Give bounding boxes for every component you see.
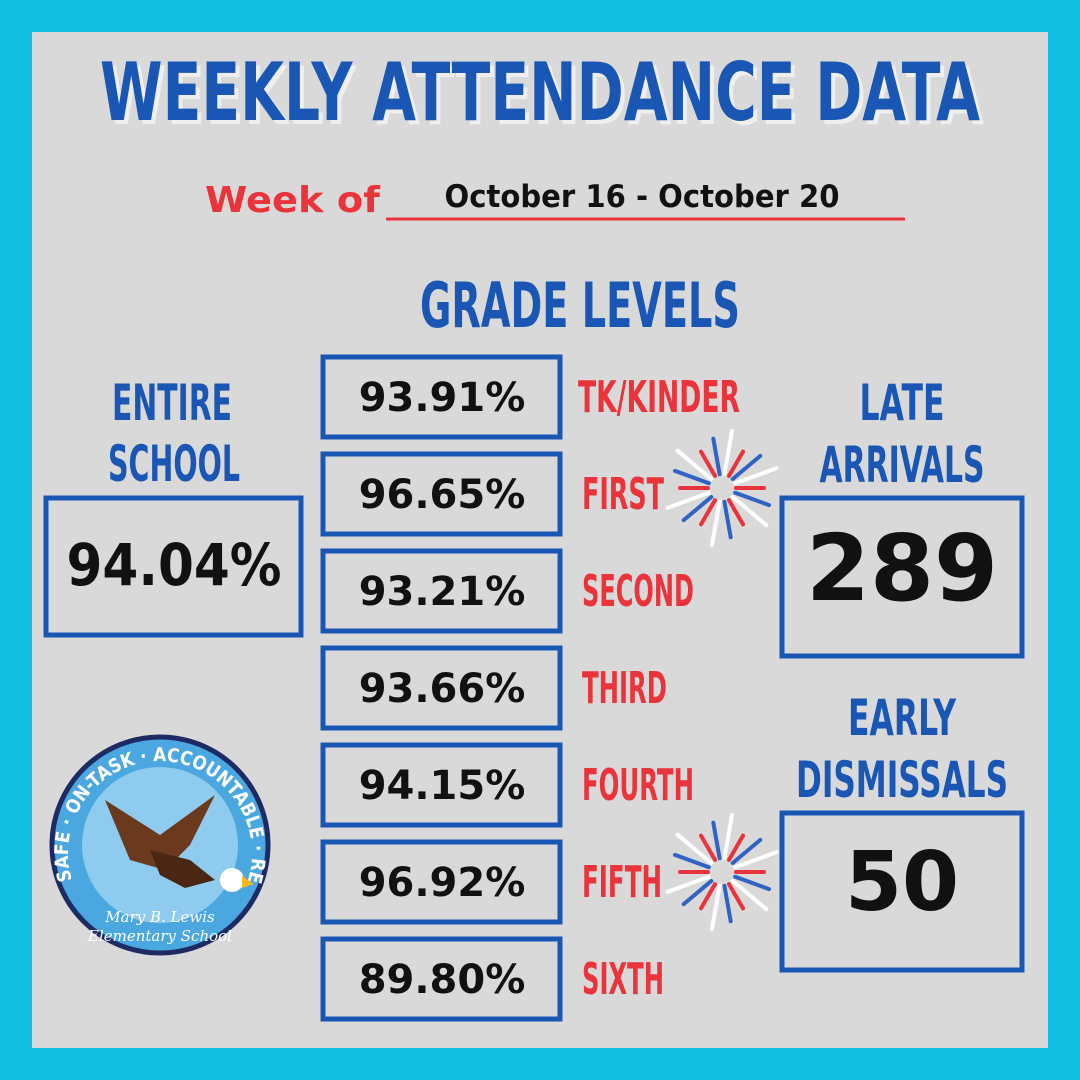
firework-ray bbox=[673, 852, 711, 870]
late-heading: LATE bbox=[860, 374, 945, 432]
grade-box bbox=[320, 548, 563, 634]
firework-ray bbox=[730, 453, 763, 482]
grade-name: TK/KINDER bbox=[578, 372, 740, 423]
early-value: 50 bbox=[845, 835, 959, 930]
firework-ray bbox=[675, 448, 714, 482]
firework-ray bbox=[722, 499, 733, 540]
firework-ray bbox=[709, 499, 722, 548]
firework-ray bbox=[699, 833, 717, 862]
firework-ray bbox=[727, 882, 745, 911]
title: WEEKLY ATTENDANCE DATA bbox=[100, 46, 980, 139]
grade-value: 93.21% bbox=[359, 569, 526, 615]
grade-name: SIXTH bbox=[582, 954, 664, 1005]
entire-box bbox=[43, 495, 304, 638]
logo-school: Elementary School bbox=[87, 927, 232, 945]
early-box bbox=[779, 810, 1025, 973]
firework-ray bbox=[681, 494, 714, 523]
firework-ray bbox=[727, 449, 745, 478]
firework-ray bbox=[733, 466, 779, 486]
grade-value: 93.91% bbox=[359, 375, 526, 421]
week-label: Week of bbox=[205, 180, 380, 221]
firework-ray bbox=[733, 850, 779, 870]
early-heading: DISMISSALS bbox=[796, 751, 1008, 809]
grade-name: THIRD bbox=[582, 663, 667, 714]
grade-box bbox=[320, 645, 563, 731]
firework-ray bbox=[730, 494, 769, 528]
grade-box bbox=[320, 354, 563, 440]
firework-ray bbox=[722, 812, 735, 861]
fireworks bbox=[665, 428, 779, 932]
firework-ray bbox=[730, 878, 769, 912]
title-shadow: WEEKLY ATTENDANCE DATA bbox=[104, 50, 984, 143]
entire-heading: SCHOOL bbox=[108, 435, 240, 493]
entire-value: 94.04% bbox=[67, 531, 282, 599]
grade-value: 89.80% bbox=[359, 957, 526, 1003]
firework-ray bbox=[699, 449, 717, 478]
grade-name: FIRST bbox=[582, 469, 664, 520]
grade-value: 96.65% bbox=[359, 472, 526, 518]
late-box bbox=[779, 495, 1025, 659]
grade-name: FIFTH bbox=[582, 857, 662, 908]
firework-ray bbox=[711, 436, 722, 477]
grade-box bbox=[320, 451, 563, 537]
eagle-head bbox=[220, 868, 244, 892]
firework-ray bbox=[699, 498, 717, 527]
late-value: 289 bbox=[806, 515, 998, 622]
grade-box bbox=[320, 742, 563, 828]
firework-ray bbox=[665, 490, 711, 510]
early-heading: EARLY bbox=[848, 689, 956, 747]
firework-ray bbox=[722, 883, 733, 924]
week: October 16 - October 20 bbox=[445, 179, 840, 215]
firework-ray bbox=[709, 883, 722, 932]
grade-value: 96.92% bbox=[359, 860, 526, 906]
eagle-beak bbox=[242, 876, 254, 888]
firework-ray bbox=[673, 468, 711, 486]
eagle-wings bbox=[105, 795, 215, 870]
firework-ray bbox=[733, 490, 771, 508]
firework-ray bbox=[727, 833, 745, 862]
eagle-body bbox=[150, 850, 215, 888]
firework-ray bbox=[665, 874, 711, 894]
grade-box bbox=[320, 936, 563, 1022]
grade-name: FOURTH bbox=[582, 760, 694, 811]
logo-name: Mary B. Lewis bbox=[104, 908, 215, 926]
grade-box bbox=[320, 839, 563, 925]
firework-ray bbox=[681, 878, 714, 907]
firework-ray bbox=[675, 832, 714, 866]
late-heading: ARRIVALS bbox=[820, 436, 985, 494]
firework-ray bbox=[733, 874, 771, 892]
firework-ray bbox=[727, 498, 745, 527]
grade-value: 94.15% bbox=[359, 763, 526, 809]
firework-ray bbox=[730, 837, 763, 866]
grade-name: SECOND bbox=[582, 566, 694, 617]
entire-heading: ENTIRE bbox=[112, 374, 232, 432]
firework-ray bbox=[699, 882, 717, 911]
grade-value: 93.66% bbox=[359, 666, 526, 712]
firework-ray bbox=[722, 428, 735, 477]
grade-levels-heading: GRADE LEVELS bbox=[420, 269, 740, 342]
firework-ray bbox=[711, 820, 722, 861]
